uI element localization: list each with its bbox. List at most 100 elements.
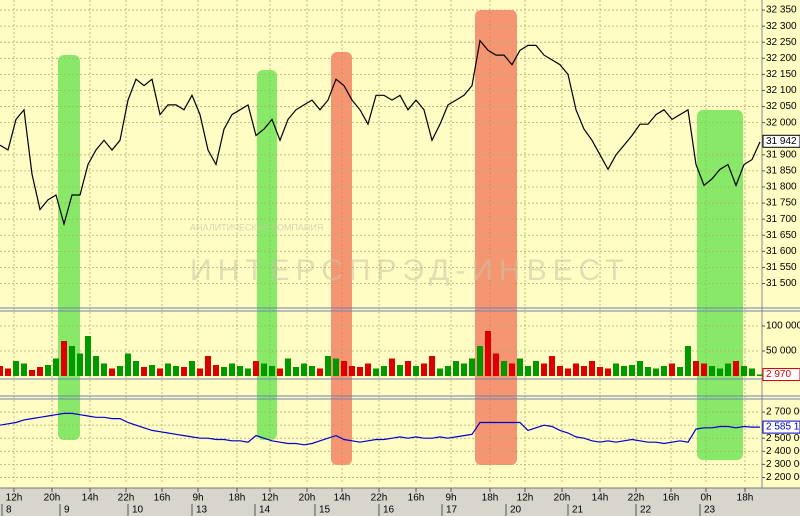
x-tick-label: 14h [334, 493, 351, 504]
y-tick-label: 2 500 000 [766, 433, 800, 444]
x-tick-label: 14h [82, 493, 99, 504]
volume-bar [421, 363, 427, 376]
volume-bar [709, 366, 715, 376]
plot-background [0, 0, 800, 488]
watermark-caption: АНАЛИТИЧЕСКАЯ КОМПАНИЯ [190, 222, 323, 232]
volume-bar [741, 366, 747, 376]
volume-bar [277, 368, 283, 376]
volume-bar [205, 356, 211, 376]
volume-bar [317, 368, 323, 376]
x-tick-label: 22h [628, 493, 645, 504]
volume-bar [61, 341, 67, 376]
volume-bar [85, 336, 91, 376]
x-tick-label: 18h [737, 493, 754, 504]
volume-bar [77, 353, 83, 376]
date-label: 22 [640, 505, 652, 516]
volume-bar [501, 361, 507, 376]
date-label: 10 [132, 505, 144, 516]
volume-bar [0, 366, 3, 376]
volume-bar [269, 366, 275, 376]
volume-bar [149, 365, 155, 376]
volume-bar [549, 356, 555, 376]
volume-bar [589, 361, 595, 376]
volume-bar [245, 368, 251, 376]
green-band [697, 110, 743, 460]
volume-bar [53, 358, 59, 376]
volume-bar [13, 361, 19, 376]
green-band [257, 70, 277, 440]
x-tick-label: 0h [700, 493, 711, 504]
y-tick-label: 32 100 [766, 85, 797, 96]
x-tick-label: 16h [663, 493, 680, 504]
volume-bar [381, 366, 387, 376]
volume-bar [365, 363, 371, 376]
volume-bar [325, 356, 331, 376]
y-tick-label: 31 800 [766, 182, 797, 193]
y-tick-label: 32 200 [766, 53, 797, 64]
last-value-box [762, 134, 800, 148]
volume-bar [261, 363, 267, 376]
volume-bar [701, 363, 707, 376]
volume-bar [69, 346, 75, 376]
volume-bar [477, 346, 483, 376]
volume-bar [29, 370, 35, 376]
volume-bar [37, 367, 43, 376]
date-label: 21 [572, 505, 584, 516]
y-tick-label: 31 600 [766, 246, 797, 257]
date-label: 8 [6, 505, 12, 516]
y-tick-label: 2 400 000 [766, 446, 800, 457]
volume-bar [93, 356, 99, 376]
y-tick-label: 50 000 [766, 346, 797, 357]
watermark: ИНТЕРСПРЭД-ИНВЕСТ [190, 254, 630, 287]
volume-bar [629, 365, 635, 376]
y-tick-label: 2 300 000 [766, 459, 800, 470]
volume-bar [221, 367, 227, 376]
volume-bar [173, 366, 179, 376]
x-axis-background [0, 488, 800, 516]
y-tick-label: 32 050 [766, 101, 797, 112]
volume-bar [573, 363, 579, 376]
y-tick-label: 32 300 [766, 21, 797, 32]
y-tick-label: 31 650 [766, 230, 797, 241]
x-tick-label: 18h [482, 493, 499, 504]
volume-bar [661, 366, 667, 376]
last-value-box [762, 420, 800, 434]
volume-bar [453, 361, 459, 376]
last-value-box [762, 368, 800, 382]
volume-bar [613, 363, 619, 376]
volume-bar [749, 368, 755, 376]
volume-bar [581, 366, 587, 376]
green-band [58, 55, 80, 440]
y-tick-label: 32 250 [766, 37, 797, 48]
x-tick-label: 20h [44, 493, 61, 504]
date-label: 15 [319, 505, 331, 516]
volume-bar [717, 368, 723, 376]
volume-bar [429, 356, 435, 376]
volume-bar [493, 353, 499, 376]
volume-bar [605, 368, 611, 376]
volume-bar [309, 366, 315, 376]
volume-bar [445, 366, 451, 376]
date-label: 14 [259, 505, 271, 516]
last-value-label: 2 585 1 [766, 422, 800, 433]
volume-bar [117, 366, 123, 376]
volume-bar [229, 363, 235, 376]
y-tick-label: 100 000 [766, 321, 800, 332]
volume-bar [485, 331, 491, 376]
volume-bar [685, 346, 691, 376]
volume-bar [693, 361, 699, 376]
last-value-label: 31 942 [766, 136, 797, 147]
volume-bar [565, 368, 571, 376]
series-line [0, 39, 761, 227]
y-tick-label: 31 550 [766, 262, 797, 273]
volume-bar [517, 358, 523, 376]
volume-bar [677, 367, 683, 376]
volume-bar [437, 368, 443, 376]
volume-bar [213, 365, 219, 376]
volume-bar [669, 363, 675, 376]
volume-bar [349, 366, 355, 376]
volume-bar [285, 358, 291, 376]
y-tick-label: 31 900 [766, 149, 797, 160]
volume-bar [397, 365, 403, 376]
